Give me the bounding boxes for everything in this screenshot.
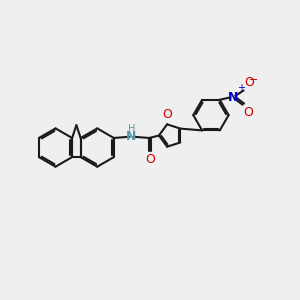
Text: O: O bbox=[244, 106, 254, 119]
Text: H: H bbox=[128, 124, 135, 134]
Text: O: O bbox=[145, 153, 155, 166]
Text: +: + bbox=[237, 83, 245, 93]
Text: N: N bbox=[126, 130, 137, 143]
Text: O: O bbox=[162, 108, 172, 122]
Text: −: − bbox=[249, 75, 258, 85]
Text: O: O bbox=[244, 76, 254, 89]
Text: N: N bbox=[228, 91, 238, 104]
